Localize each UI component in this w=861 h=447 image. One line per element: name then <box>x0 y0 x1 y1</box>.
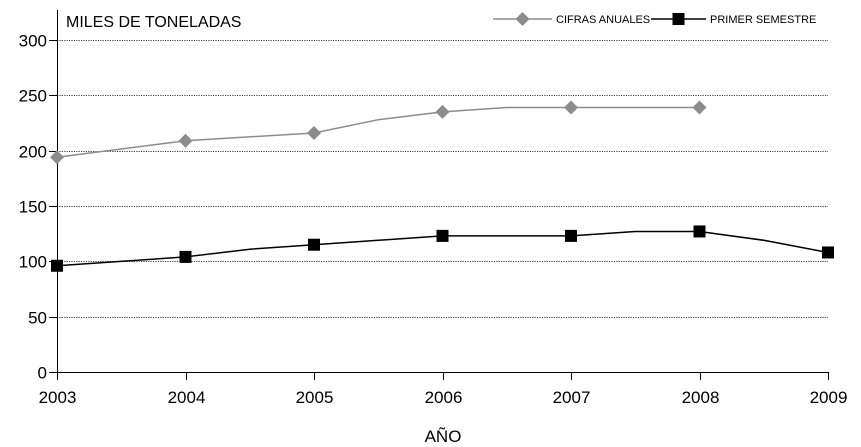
x-tick-label: 2004 <box>168 388 206 407</box>
x-tick-label: 2008 <box>682 388 720 407</box>
data-point <box>307 125 321 140</box>
y-tick-label: 250 <box>19 87 47 106</box>
series-line <box>56 106 700 159</box>
y-tick-label: 100 <box>19 253 47 272</box>
y-tick-labels: 0 50 100 150 200 250 300 <box>19 32 57 383</box>
data-point <box>436 229 449 242</box>
data-point <box>51 259 63 272</box>
series-group <box>50 100 834 272</box>
x-axis-label: AÑO <box>425 427 462 446</box>
x-tick-label: 2007 <box>553 388 591 407</box>
legend-marker <box>515 12 530 26</box>
legend-label: PRIMER SEMESTRE <box>710 14 816 26</box>
data-point <box>435 104 450 119</box>
data-point <box>692 100 707 115</box>
x-tick-label: 2005 <box>296 388 334 407</box>
x-tick-labels: 2003 2004 2005 2006 2007 2008 2009 <box>39 372 848 407</box>
data-point <box>179 250 192 263</box>
y-tick-label: 50 <box>28 309 47 328</box>
data-point <box>565 229 577 242</box>
grid-lines <box>57 40 828 318</box>
series-square <box>51 225 834 272</box>
legend-marker <box>672 13 685 25</box>
data-point <box>178 133 193 148</box>
legend-label: CIFRAS ANUALES <box>556 14 650 26</box>
y-tick-label: 200 <box>19 143 47 162</box>
x-tick-label: 2006 <box>425 388 463 407</box>
data-point <box>308 238 320 251</box>
series-line <box>56 230 829 267</box>
y-tick-label: 0 <box>38 364 47 383</box>
legend: CIFRAS ANUALES PRIMER SEMESTRE <box>493 12 816 26</box>
x-tick-label: 2009 <box>810 388 848 407</box>
y-tick-label: 150 <box>19 198 47 217</box>
x-tick-label: 2003 <box>39 388 77 407</box>
y-tick-label: 300 <box>19 32 47 51</box>
series-diamond <box>50 100 707 165</box>
legend-item: CIFRAS ANUALES <box>493 12 650 26</box>
legend-item: PRIMER SEMESTRE <box>651 13 816 26</box>
data-point <box>693 225 706 238</box>
data-point <box>564 100 578 115</box>
data-point <box>50 150 64 165</box>
data-point <box>822 246 834 259</box>
y-axis-label: MILES DE TONELADAS <box>66 14 241 31</box>
